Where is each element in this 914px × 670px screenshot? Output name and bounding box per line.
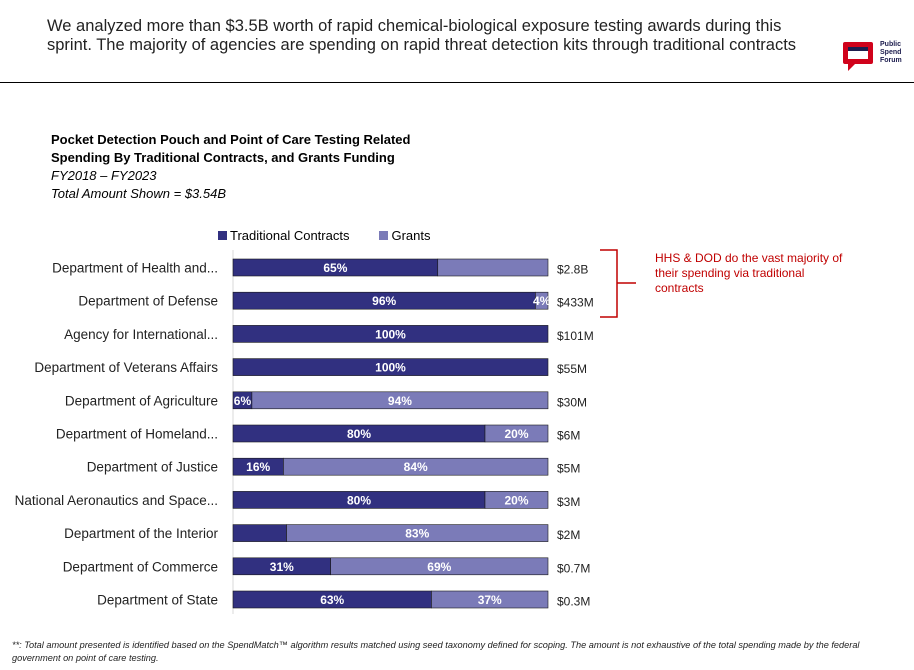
bar-data-label: 96% xyxy=(372,294,396,308)
bar-total-label: $3M xyxy=(557,495,580,509)
chart-title: Pocket Detection Pouch and Point of Care… xyxy=(51,131,410,167)
bar-total-label: $6M xyxy=(557,429,580,443)
bar-total-label: $5M xyxy=(557,462,580,476)
bar-segment xyxy=(484,491,549,509)
legend-swatch-traditional xyxy=(218,231,227,240)
bar-data-label: 63% xyxy=(320,593,344,607)
chart-subtitle: FY2018 – FY2023 Total Amount Shown = $3.… xyxy=(51,167,226,203)
bar-total-label: $30M xyxy=(557,395,587,409)
category-label: Department of State xyxy=(97,593,218,608)
bar-data-label: 84% xyxy=(404,460,428,474)
bar-total-label: $101M xyxy=(557,329,594,343)
bar-segment xyxy=(286,524,549,542)
bar-data-label: 94% xyxy=(388,394,412,408)
bar-total-label: $2.8B xyxy=(557,263,588,277)
bar-segment xyxy=(232,325,549,343)
legend-label-grants: Grants xyxy=(391,228,431,243)
bar-total-label: $433M xyxy=(557,296,594,310)
category-label: Department of Agriculture xyxy=(65,393,218,408)
category-label: Department of Health and... xyxy=(52,261,218,276)
bar-data-label: 69% xyxy=(427,560,451,574)
bar-data-label: 83% xyxy=(405,527,429,541)
header-rule xyxy=(0,82,914,83)
chart-title-line: Pocket Detection Pouch and Point of Care… xyxy=(51,132,411,147)
bar-data-label: 4% xyxy=(533,294,551,308)
category-label: Department of Defense xyxy=(78,294,218,309)
bar-segment xyxy=(232,358,549,376)
logo-text: Public Spend Forum xyxy=(880,41,902,65)
legend-item-grants: Grants xyxy=(379,228,430,243)
bar-data-label: 100% xyxy=(375,327,406,341)
bar-data-label: 20% xyxy=(504,427,528,441)
logo-line: Spend xyxy=(880,49,902,56)
bar-segment xyxy=(437,258,549,277)
bar-segment xyxy=(535,291,549,310)
bar-segment xyxy=(251,391,549,410)
bar-data-label: 16% xyxy=(246,460,270,474)
chart-subtitle-line: Total Amount Shown = $3.54B xyxy=(51,186,227,201)
bar-total-label: $55M xyxy=(557,362,587,376)
legend-label-traditional: Traditional Contracts xyxy=(230,228,350,243)
bar-segment xyxy=(330,557,549,576)
legend-item-traditional: Traditional Contracts xyxy=(218,228,349,243)
bar-total-label: $0.7M xyxy=(557,561,590,575)
bar-data-label: 80% xyxy=(347,427,371,441)
chart-legend: Traditional Contracts Grants xyxy=(218,228,430,243)
category-label: Department of the Interior xyxy=(64,526,218,541)
category-label: Department of Homeland... xyxy=(56,427,218,442)
logo-icon xyxy=(843,42,873,71)
category-label: Department of Veterans Affairs xyxy=(34,360,218,375)
bar-segment xyxy=(484,424,549,443)
category-label: Department of Commerce xyxy=(63,559,218,574)
logo-line: Public xyxy=(880,41,902,48)
legend-swatch-grants xyxy=(379,231,389,240)
bar-total-label: $2M xyxy=(557,528,580,542)
bar-data-label: 37% xyxy=(478,593,502,607)
chart-subtitle-line: FY2018 – FY2023 xyxy=(51,168,157,183)
bar-data-label: 65% xyxy=(323,261,347,275)
bar-segment xyxy=(283,457,549,476)
bar-data-label: 80% xyxy=(347,493,371,507)
footnote: **: Total amount presented is identified… xyxy=(12,640,860,663)
bar-total-label: $0.3M xyxy=(557,595,590,609)
bar-data-label: 100% xyxy=(375,361,406,375)
bar-data-label: 6% xyxy=(234,394,252,408)
category-label: Department of Justice xyxy=(87,460,218,475)
bar-data-label: 20% xyxy=(504,493,528,507)
chart-title-line: Spending By Traditional Contracts, and G… xyxy=(51,150,395,165)
category-label: Agency for International... xyxy=(64,327,218,342)
category-label: National Aeronautics and Space... xyxy=(15,493,218,508)
bar-data-label: 31% xyxy=(270,560,294,574)
bar-segment xyxy=(431,590,549,609)
logo-line: Forum xyxy=(880,57,902,64)
annotation-text: HHS & DOD do the vast majority of their … xyxy=(655,251,843,295)
headline: We analyzed more than $3.5B worth of rap… xyxy=(47,17,797,54)
